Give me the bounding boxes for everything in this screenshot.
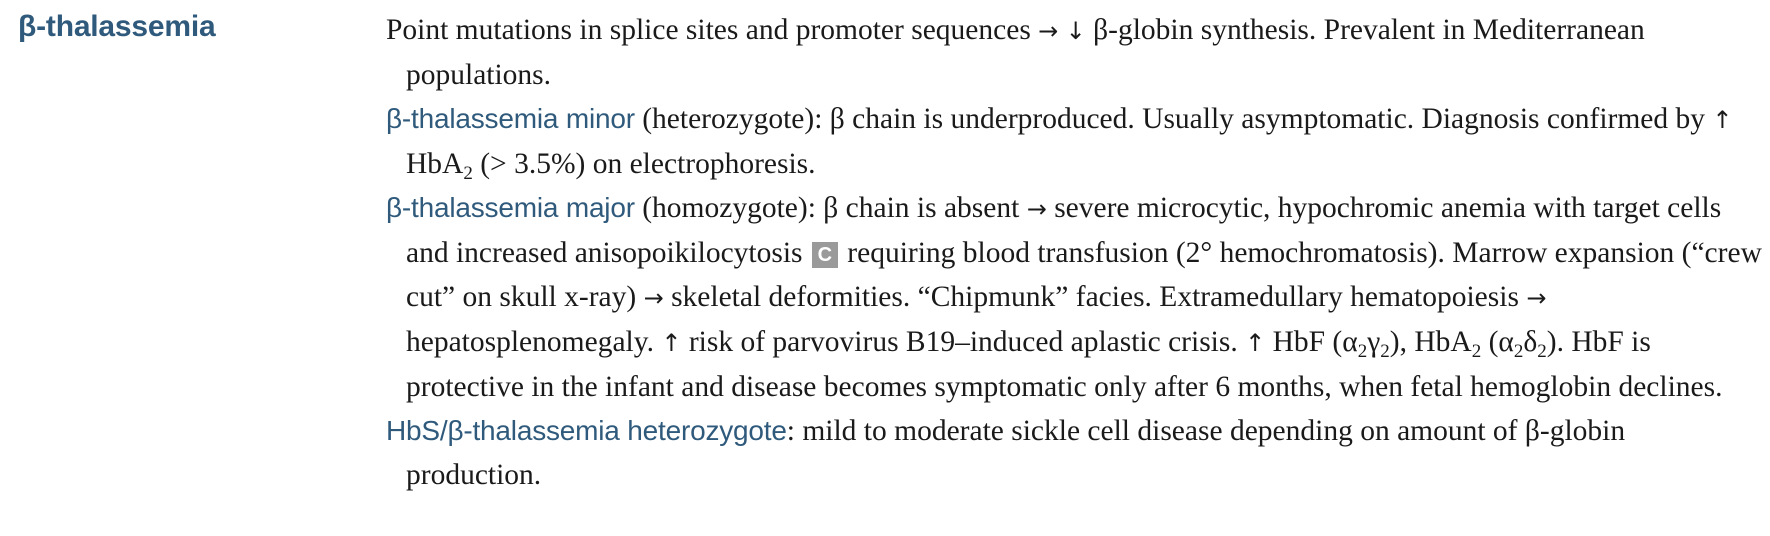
text: hepatosplenomegaly.	[406, 326, 662, 358]
text: β-globin synthesis. Prevalent in Mediter…	[406, 14, 1645, 91]
text: HbA	[406, 148, 464, 180]
text: skeletal deformities. “Chipmunk” facies.…	[663, 281, 1527, 313]
text: δ	[1523, 326, 1538, 358]
paragraph-minor: β-thalassemia minor (heterozygote): β ch…	[386, 97, 1764, 186]
up-arrow-icon: ↑	[1712, 106, 1733, 134]
text: (heterozygote): β chain is underproduced…	[634, 103, 1713, 135]
text: γ	[1367, 326, 1381, 358]
up-arrow-icon: ↑	[661, 329, 682, 357]
text: (homozygote): β chain is absent	[634, 192, 1027, 224]
subscript: 2	[1537, 341, 1547, 362]
entry-body: Point mutations in splice sites and prom…	[386, 8, 1764, 497]
right-arrow-icon: →	[643, 284, 664, 312]
right-arrow-icon: →	[1038, 17, 1059, 45]
text: requiring blood transfusion (2° hemochro…	[406, 237, 1762, 313]
subscript: 2	[1471, 341, 1482, 362]
subscript: 2	[463, 163, 473, 184]
figure-reference-badge[interactable]: C	[811, 242, 838, 268]
paragraph-hbs-heterozygote: HbS/β-thalassemia heterozygote: mild to …	[386, 409, 1764, 497]
text: ). HbF is protective in the infant and d…	[406, 326, 1723, 403]
paragraph-overview: Point mutations in splice sites and prom…	[386, 8, 1764, 97]
paragraph-major: β-thalassemia major (homozygote): β chai…	[386, 186, 1764, 409]
subscript: 2	[1513, 341, 1524, 362]
text: risk of parvovirus B19–induced aplastic …	[681, 326, 1246, 358]
text: : mild to moderate sickle cell disease d…	[406, 415, 1626, 491]
text: (α	[1481, 326, 1514, 358]
term-thalassemia-major: β-thalassemia major	[386, 192, 635, 223]
right-arrow-icon: →	[1026, 195, 1047, 223]
subscript: 2	[1357, 341, 1368, 362]
text: Point mutations in splice sites and prom…	[386, 14, 1039, 46]
term-thalassemia-minor: β-thalassemia minor	[386, 103, 635, 134]
subscript: 2	[1380, 341, 1390, 362]
text: severe microcytic, hypochromic anemia wi…	[406, 192, 1722, 269]
text: HbF (α	[1265, 326, 1358, 358]
entry-heading: β-thalassemia	[18, 10, 216, 43]
up-arrow-icon: ↑	[1245, 329, 1266, 357]
right-arrow-icon: →	[1526, 284, 1547, 312]
term-hbs-thalassemia: HbS/β-thalassemia heterozygote	[386, 415, 787, 446]
text: ), HbA	[1389, 326, 1472, 358]
text: (> 3.5%) on electrophoresis.	[472, 148, 816, 180]
down-arrow-icon: ↓	[1065, 17, 1086, 45]
